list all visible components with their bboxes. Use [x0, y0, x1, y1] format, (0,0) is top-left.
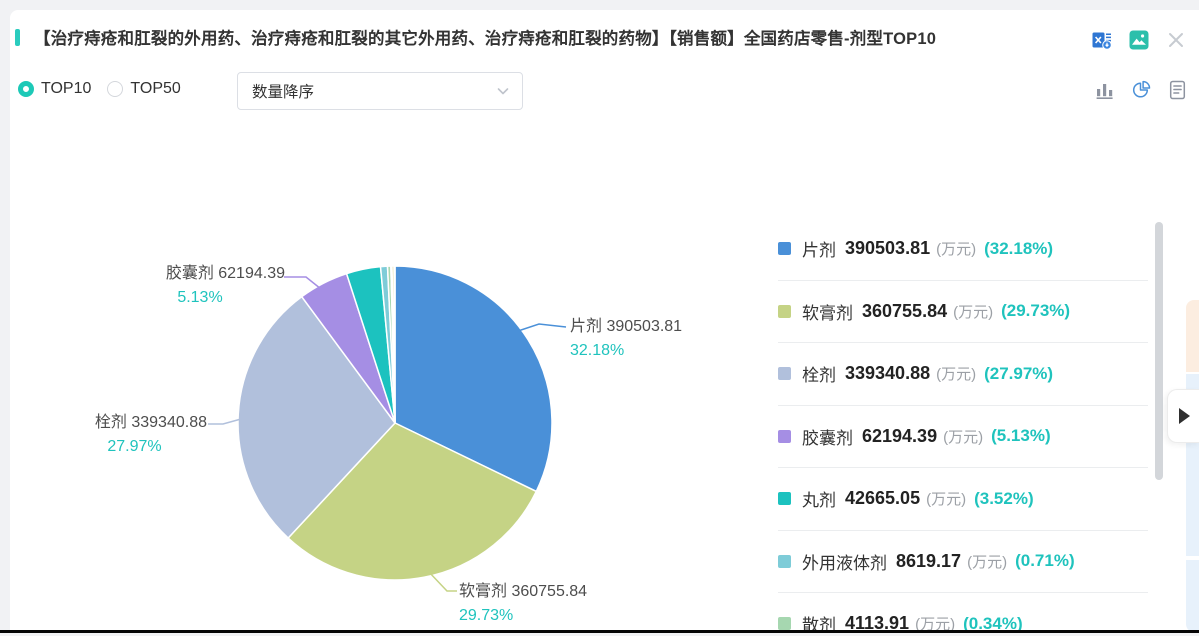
collapsed-panel-peach — [1186, 300, 1199, 372]
radio-top10-label: TOP10 — [41, 80, 92, 97]
legend-row-胶囊剂[interactable]: 胶囊剂 62194.39 (万元) (5.13%) — [778, 406, 1148, 468]
legend-row-软膏剂[interactable]: 软膏剂 360755.84 (万元) (29.73%) — [778, 281, 1148, 343]
legend-pct: (3.52%) — [974, 488, 1034, 508]
legend-name: 胶囊剂 — [802, 428, 853, 448]
legend-row-外用液体剂[interactable]: 外用液体剂 8619.17 (万元) (0.71%) — [778, 531, 1148, 593]
legend-swatch — [778, 242, 791, 256]
page-title: 【治疗痔疮和肛裂的外用药、治疗痔疮和肛裂的其它外用药、治疗痔疮和肛裂的药物】【销… — [34, 30, 937, 48]
radio-unselected-icon — [107, 81, 124, 97]
pie-chart-view-icon[interactable] — [1131, 80, 1152, 100]
pie-label-text: 片剂 390503.81 — [570, 318, 683, 335]
pie-label-片剂: 片剂 390503.81 32.18% — [570, 317, 682, 361]
legend-name: 软膏剂 — [802, 303, 853, 323]
legend-swatch — [778, 617, 791, 630]
topn-radio-group: TOP10 TOP50 — [18, 80, 181, 98]
sort-order-dropdown[interactable]: 数量降序 — [237, 72, 523, 110]
radio-selected-icon — [18, 81, 34, 97]
legend-value: 339340.88 — [845, 363, 931, 384]
pie-label-percent: 32.18% — [570, 342, 625, 359]
pie-label-胶囊剂: 胶囊剂 62194.39 5.13% — [115, 264, 285, 308]
legend-pct: (5.13%) — [991, 426, 1051, 446]
legend-swatch — [778, 492, 791, 506]
expand-drawer-button[interactable] — [1167, 389, 1199, 443]
legend-pct: (27.97%) — [984, 363, 1054, 383]
legend-unit: (万元) — [936, 366, 977, 384]
legend-value: 390503.81 — [845, 238, 931, 259]
legend-unit: (万元) — [936, 241, 977, 259]
bar-chart-view-icon[interactable] — [1095, 80, 1116, 100]
legend-unit: (万元) — [926, 491, 967, 509]
legend-name: 栓剂 — [802, 366, 836, 386]
radio-top50[interactable]: TOP50 — [107, 80, 181, 98]
pie-label-percent: 5.13% — [177, 289, 223, 306]
legend-value: 360755.84 — [862, 300, 948, 321]
legend-row-丸剂[interactable]: 丸剂 42665.05 (万元) (3.52%) — [778, 468, 1148, 531]
legend-value: 8619.17 — [896, 550, 962, 571]
pie-label-text: 栓剂 339340.88 — [94, 414, 207, 431]
legend-pct: (32.18%) — [984, 238, 1054, 258]
legend-unit: (万元) — [943, 428, 984, 446]
legend-row-片剂[interactable]: 片剂 390503.81 (万元) (32.18%) — [778, 218, 1148, 281]
collapsed-panel-blue-2 — [1186, 560, 1199, 632]
legend-unit: (万元) — [953, 303, 994, 321]
toolbar: TOP10 TOP50 数量降序 — [18, 72, 1188, 112]
legend-value: 62194.39 — [862, 425, 938, 446]
excel-export-icon[interactable] — [1092, 30, 1112, 50]
legend-pct: (29.73%) — [1001, 301, 1071, 321]
legend-swatch — [778, 304, 791, 318]
card-header: 【治疗痔疮和肛裂的外用药、治疗痔疮和肛裂的其它外用药、治疗痔疮和肛裂的药物】【销… — [15, 23, 936, 51]
legend-name: 丸剂 — [802, 491, 836, 511]
close-icon[interactable] — [1166, 30, 1186, 50]
sort-order-value: 数量降序 — [252, 84, 315, 101]
dashboard-card — [10, 10, 1199, 630]
legend-pct: (0.34%) — [963, 613, 1023, 630]
vertical-scrollbar[interactable] — [1155, 222, 1163, 480]
title-accent-bar — [15, 28, 20, 46]
pie-label-软膏剂: 软膏剂 360755.84 29.73% — [459, 582, 587, 626]
legend-value: 4113.91 — [845, 613, 910, 630]
table-view-icon[interactable] — [1167, 80, 1188, 100]
radio-top50-label: TOP50 — [130, 80, 181, 97]
chart-legend: 片剂 390503.81 (万元) (32.18%) 软膏剂 360755.84… — [778, 218, 1148, 630]
chart-view-switcher — [1095, 80, 1188, 100]
radio-top10[interactable]: TOP10 — [18, 80, 91, 98]
window-bottom-edge — [0, 630, 1199, 633]
legend-row-散剂[interactable]: 散剂 4113.91 (万元) (0.34%) — [778, 593, 1148, 630]
legend-name: 片剂 — [802, 241, 836, 261]
legend-pct: (0.71%) — [1015, 551, 1075, 571]
legend-unit: (万元) — [915, 616, 956, 630]
legend-value: 42665.05 — [845, 488, 921, 509]
pie-label-text: 胶囊剂 62194.39 — [165, 265, 285, 282]
chevron-down-icon — [497, 88, 509, 95]
legend-row-栓剂[interactable]: 栓剂 339340.88 (万元) (27.97%) — [778, 343, 1148, 406]
triangle-right-icon — [1178, 408, 1190, 424]
header-icons — [1092, 30, 1186, 50]
pie-label-percent: 27.97% — [107, 438, 162, 455]
save-image-icon[interactable] — [1129, 30, 1149, 50]
pie-label-栓剂: 栓剂 339340.88 27.97% — [62, 413, 207, 457]
legend-swatch — [778, 554, 791, 568]
legend-swatch — [778, 367, 791, 381]
legend-swatch — [778, 429, 791, 443]
pie-label-text: 软膏剂 360755.84 — [459, 583, 588, 600]
legend-unit: (万元) — [967, 553, 1008, 571]
legend-name: 散剂 — [802, 616, 836, 630]
pie-label-percent: 29.73% — [459, 607, 514, 624]
legend-name: 外用液体剂 — [802, 553, 887, 573]
